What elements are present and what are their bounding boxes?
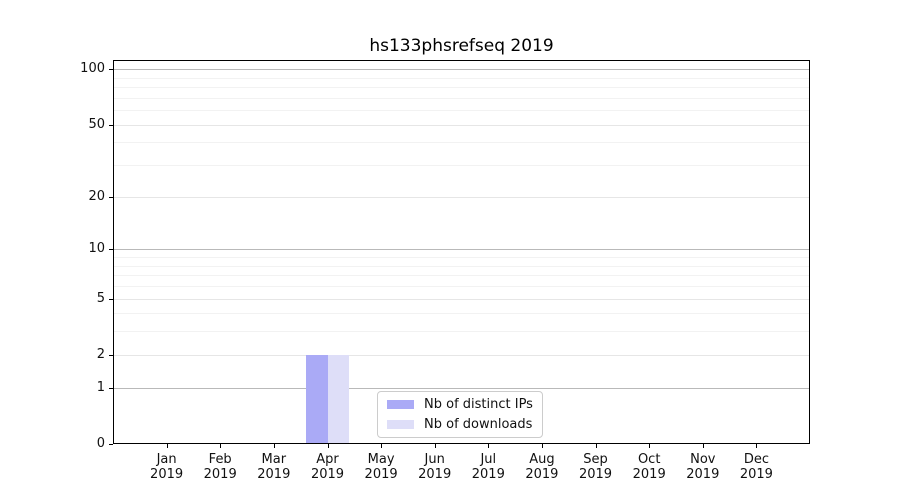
x-tick-label-aug: Aug 2019 — [525, 452, 559, 482]
x-tick-mark-oct — [649, 444, 651, 448]
gridline-minor-70 — [114, 97, 809, 99]
y-tick-label-50: 50 — [88, 116, 105, 132]
gridline-50 — [114, 124, 809, 126]
bar-distinct-ips-apr — [306, 354, 328, 443]
gridline-major-100 — [114, 69, 809, 71]
legend-label-downloads: Nb of downloads — [424, 417, 533, 432]
gridline-minor-90 — [114, 77, 809, 79]
y-tick-mark-10 — [109, 249, 113, 251]
x-tick-mark-jul — [488, 444, 490, 448]
x-tick-label-jan: Jan 2019 — [150, 452, 184, 482]
legend-swatch-downloads — [387, 420, 414, 429]
y-tick-mark-100 — [109, 69, 113, 71]
y-tick-mark-2 — [109, 354, 113, 356]
x-tick-mark-may — [381, 444, 383, 448]
y-tick-mark-50 — [109, 124, 113, 126]
y-tick-label-0: 0 — [96, 436, 105, 451]
y-tick-mark-20 — [109, 196, 113, 198]
gridline-minor-7 — [114, 275, 809, 277]
y-tick-label-100: 100 — [80, 61, 105, 77]
x-tick-label-sep: Sep 2019 — [578, 452, 613, 482]
x-tick-label-jun: Jun 2019 — [418, 452, 452, 482]
gridline-minor-4 — [114, 313, 809, 315]
gridline-major-10 — [114, 249, 809, 251]
legend-swatch-distinct-ips — [387, 400, 414, 409]
x-tick-mark-dec — [756, 444, 758, 448]
gridline-minor-8 — [114, 265, 809, 267]
gridline-minor-3 — [114, 331, 809, 333]
x-tick-mark-jan — [166, 444, 168, 448]
gridline-minor-60 — [114, 110, 809, 112]
chart-title: hs133phsrefseq 2019 — [369, 36, 554, 56]
y-tick-mark-1 — [109, 387, 113, 389]
x-tick-mark-nov — [702, 444, 704, 448]
x-tick-mark-jun — [434, 444, 436, 448]
x-tick-label-dec: Dec 2019 — [739, 452, 773, 482]
gridline-minor-40 — [114, 142, 809, 144]
y-tick-label-10: 10 — [88, 241, 105, 257]
x-tick-label-jul: Jul 2019 — [471, 452, 505, 482]
x-tick-label-nov: Nov 2019 — [686, 452, 720, 482]
gridline-minor-30 — [114, 165, 809, 167]
y-tick-label-1: 1 — [96, 379, 105, 395]
gridline-minor-80 — [114, 87, 809, 88]
y-tick-mark-5 — [109, 298, 113, 300]
x-tick-label-apr: Apr 2019 — [310, 452, 345, 482]
legend-label-distinct-ips: Nb of distinct IPs — [424, 397, 533, 412]
x-tick-mark-feb — [220, 444, 222, 448]
legend-item-distinct-ips: Nb of distinct IPs — [387, 396, 533, 413]
x-tick-mark-apr — [327, 444, 329, 448]
x-tick-label-may: May 2019 — [364, 452, 398, 482]
gridline-minor-6 — [114, 285, 809, 287]
bar-downloads-apr — [327, 354, 349, 443]
legend-item-downloads: Nb of downloads — [387, 416, 533, 433]
y-tick-label-5: 5 — [96, 290, 105, 306]
y-tick-label-20: 20 — [88, 188, 105, 204]
gridline-2 — [114, 354, 809, 356]
x-tick-mark-aug — [541, 444, 543, 448]
x-tick-label-oct: Oct 2019 — [632, 452, 666, 482]
x-tick-mark-sep — [595, 444, 597, 448]
gridline-minor-9 — [114, 257, 809, 258]
gridline-5 — [114, 298, 809, 300]
plot-area-border — [113, 60, 810, 444]
x-tick-label-feb: Feb 2019 — [203, 452, 237, 482]
x-tick-mark-mar — [273, 444, 275, 448]
legend: Nb of distinct IPs Nb of downloads — [377, 391, 543, 438]
y-tick-label-2: 2 — [96, 346, 105, 362]
gridline-20 — [114, 196, 809, 198]
y-tick-mark-0 — [109, 444, 113, 445]
gridline-major-1 — [114, 387, 809, 389]
x-tick-label-mar: Mar 2019 — [257, 452, 291, 482]
